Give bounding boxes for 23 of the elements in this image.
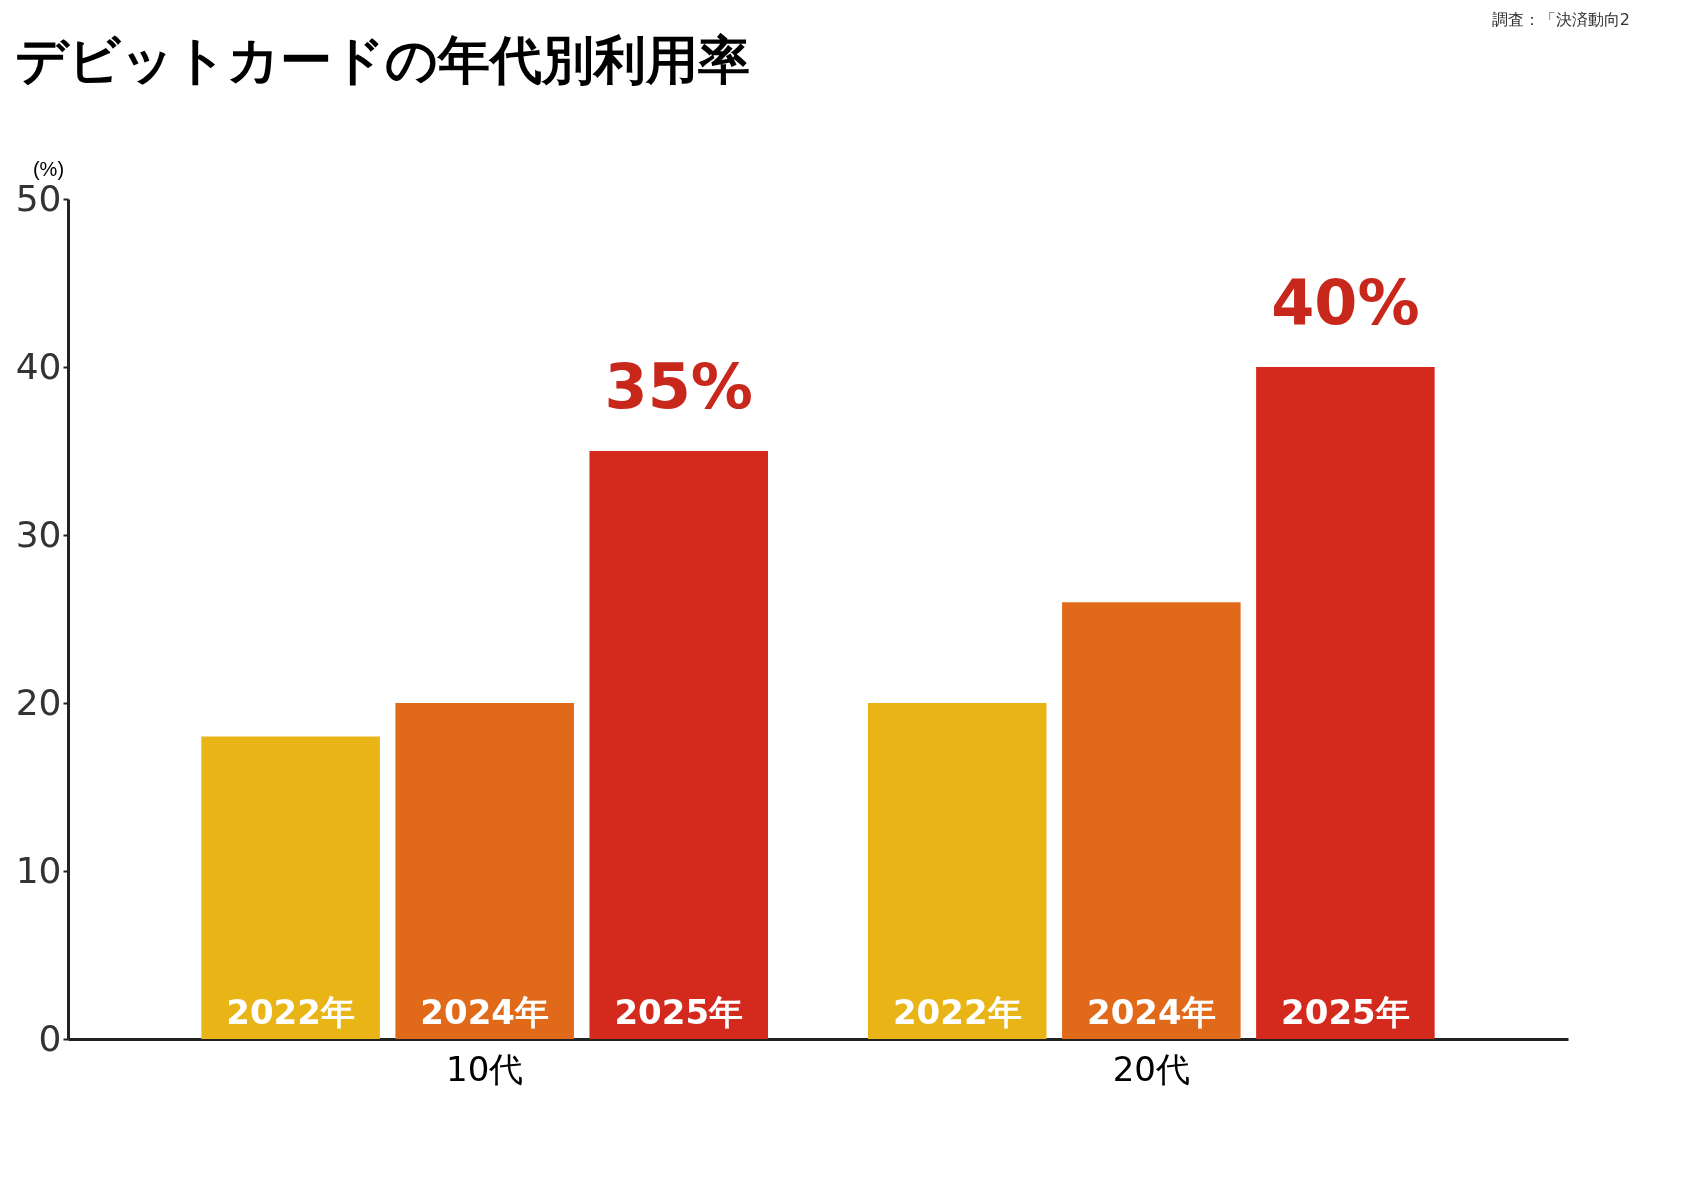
text: 2022年 xyxy=(892,992,1022,1032)
x-tick-label: 20代 xyxy=(1112,1048,1190,1089)
bar xyxy=(1062,602,1241,1039)
y-tick-label: 40 xyxy=(15,345,62,387)
chart-title: デビットカードの年代別利用率 xyxy=(15,30,751,90)
text: 2025年 xyxy=(1281,992,1410,1032)
data-label: 40% xyxy=(1271,266,1420,339)
series-label: 2024年 xyxy=(420,992,549,1032)
series-label: 2022年 xyxy=(226,992,355,1032)
x-tick-label: 10代 xyxy=(446,1048,524,1089)
series-label: 2025年 xyxy=(614,992,744,1032)
data-label: 35% xyxy=(604,350,753,423)
bar xyxy=(1256,367,1435,1039)
y-tick-label: 0 xyxy=(38,1017,62,1059)
text: 調査：「決済動向2 xyxy=(1490,10,1630,31)
y-tick-label: 30 xyxy=(15,513,62,555)
bar xyxy=(868,703,1047,1039)
bar xyxy=(201,736,380,1039)
bar xyxy=(589,451,768,1039)
y-tick-label: 20 xyxy=(15,681,62,723)
bar xyxy=(395,703,574,1039)
text: 2024年 xyxy=(1087,992,1216,1032)
y-tick-label: 10 xyxy=(15,849,62,891)
